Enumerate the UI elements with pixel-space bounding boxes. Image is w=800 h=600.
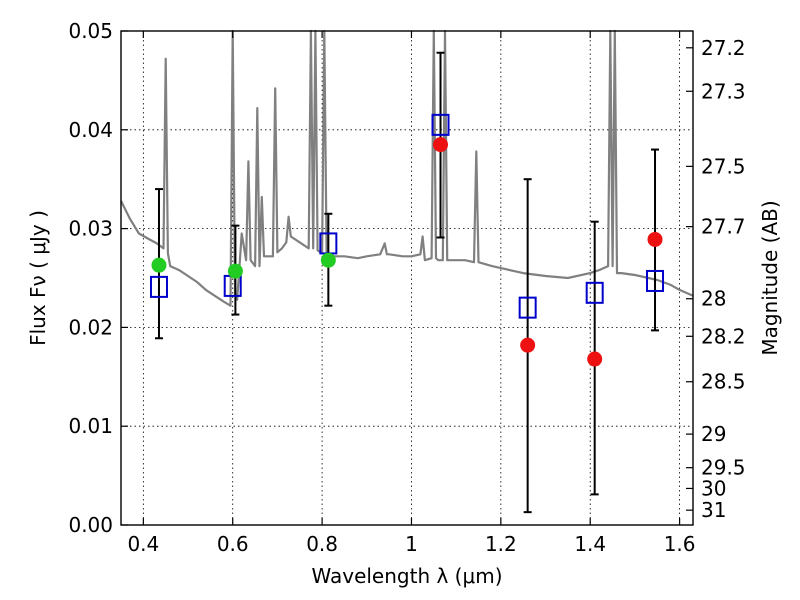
- model-photometry-square: [646, 269, 665, 292]
- right-tick-label: 29: [701, 422, 726, 446]
- right-tick-label: 28.2: [701, 324, 746, 348]
- plot-frame: [120, 30, 694, 526]
- y-axis-label: Flux Fν ( μJy ): [26, 210, 50, 346]
- model-spectrum-line: [120, 29, 694, 307]
- observed-flux-point: [151, 257, 167, 273]
- right-tick-label: 28.5: [701, 370, 746, 394]
- right-axis-label: Magnitude (AB): [758, 200, 782, 355]
- x-tick-label: 1: [405, 532, 418, 556]
- x-tick-label: 0.8: [306, 532, 338, 556]
- observed-flux-point: [320, 252, 336, 268]
- spectrum-layer: [120, 29, 694, 307]
- observed-flux-point: [227, 263, 243, 279]
- x-tick-label: 0.6: [217, 532, 249, 556]
- right-tick-label: 29.5: [701, 456, 746, 480]
- right-tick-label: 27.3: [701, 79, 746, 103]
- x-tick-label: 0.4: [127, 532, 159, 556]
- right-tick-label: 28: [701, 287, 726, 311]
- y-tick-label: 0.05: [68, 19, 113, 43]
- y-tick-label: 0.04: [68, 118, 113, 142]
- marker-layer: [149, 113, 665, 367]
- x-axis-label: Wavelength λ (μm): [311, 564, 502, 588]
- x-tick-label: 1.2: [485, 532, 517, 556]
- right-tick-label: 30: [701, 476, 726, 500]
- right-tick-label: 27.7: [701, 215, 746, 239]
- y-tick-label: 0.02: [68, 315, 113, 339]
- model-photometry-square: [149, 275, 168, 298]
- y-tick-label: 0.03: [68, 217, 113, 241]
- observed-flux-point: [587, 351, 603, 367]
- right-tick-label: 31: [701, 498, 726, 522]
- x-tick-label: 1.6: [664, 532, 696, 556]
- observed-flux-point: [433, 137, 449, 153]
- tick-layer: 0.4 0.6 0.8 1 1.2 1.4 1.6 0.00 0.01 0.02 0.03 0.04 0…: [68, 19, 745, 556]
- y-tick-label: 0.01: [68, 414, 113, 438]
- x-tick-label: 1.4: [574, 532, 606, 556]
- grid-layer: [121, 31, 693, 525]
- model-photometry-square: [585, 281, 604, 304]
- right-tick-label: 27.5: [701, 154, 746, 178]
- y-tick-label: 0.00: [68, 513, 113, 537]
- model-photometry-square: [518, 296, 537, 319]
- observed-flux-point: [647, 231, 663, 247]
- observed-flux-point: [520, 337, 536, 353]
- model-photometry-square: [431, 113, 450, 136]
- right-tick-label: 27.2: [701, 36, 746, 60]
